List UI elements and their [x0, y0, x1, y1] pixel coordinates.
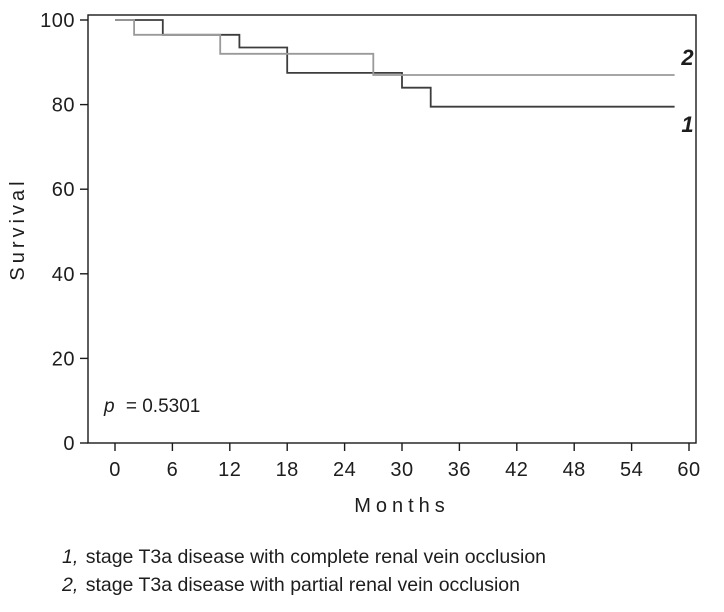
y-tick-label: 20	[52, 348, 75, 370]
legend-caption: 1, stage T3a disease with complete renal…	[62, 543, 546, 599]
curve-label-1: 1	[681, 112, 693, 137]
x-tick-label: 60	[677, 459, 700, 481]
x-tick-label: 36	[448, 459, 471, 481]
legend-item-2-number: 2,	[62, 574, 79, 596]
plot-frame	[87, 14, 697, 444]
x-tick-label: 54	[620, 459, 643, 481]
curve-label-2: 2	[680, 45, 694, 70]
legend-item-1-text: stage T3a disease with complete renal ve…	[85, 546, 547, 568]
x-tick-label: 30	[390, 459, 413, 481]
legend-item-2-text: stage T3a disease with partial renal vei…	[85, 574, 520, 596]
x-tick-label: 42	[505, 459, 528, 481]
y-axis-label: Survival	[7, 177, 29, 280]
survival-curve-2	[115, 19, 675, 76]
y-tick-label: 60	[52, 179, 75, 201]
p-symbol: p	[103, 396, 115, 417]
y-tick-label: 0	[63, 433, 75, 455]
y-tick-label: 80	[52, 95, 75, 117]
x-tick-label: 6	[167, 459, 179, 481]
x-tick-label: 18	[276, 459, 299, 481]
survival-curve-1	[115, 19, 675, 108]
legend-item-1-number: 1,	[62, 546, 79, 568]
y-tick-label: 100	[40, 10, 75, 32]
x-axis-label: Months	[354, 495, 450, 517]
x-tick-label: 48	[563, 459, 586, 481]
y-tick-label: 40	[52, 264, 75, 286]
x-tick-label: 24	[333, 459, 356, 481]
x-tick-label: 12	[218, 459, 241, 481]
p-value: = 0.5301	[126, 396, 201, 417]
p-value-annotation: p = 0.5301	[103, 396, 200, 417]
legend-item-2: 2, stage T3a disease with partial renal …	[62, 571, 546, 599]
legend-item-1: 1, stage T3a disease with complete renal…	[62, 543, 546, 571]
x-tick-label: 0	[109, 459, 121, 481]
